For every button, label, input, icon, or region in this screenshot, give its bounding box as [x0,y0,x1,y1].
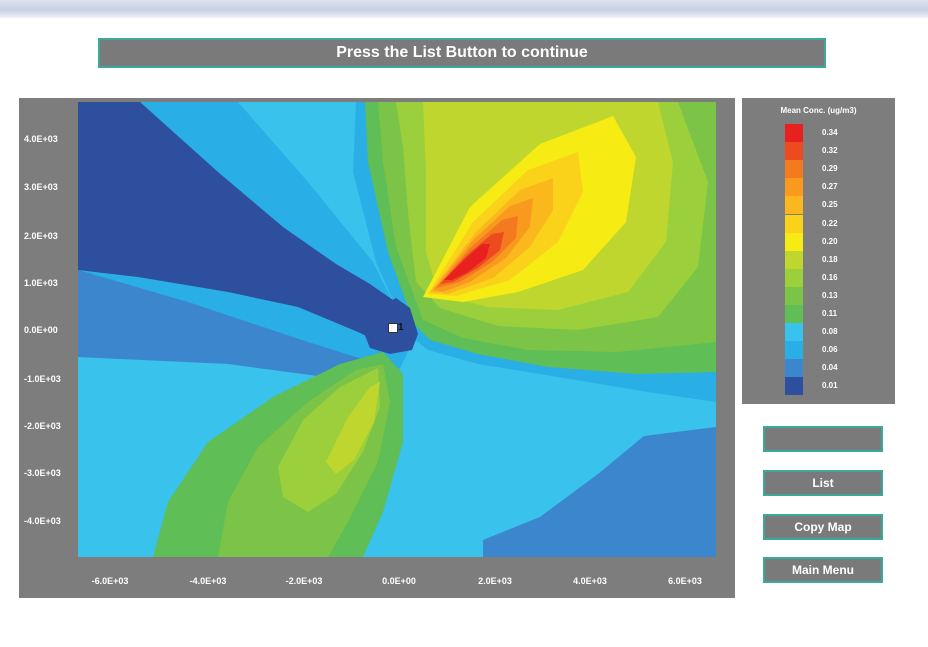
legend-row: 0.16 [785,268,885,287]
legend-row: 0.22 [785,214,885,233]
legend-row: 0.18 [785,250,885,269]
x-tick-label: 2.0E+03 [478,576,512,586]
legend-row: 0.25 [785,196,885,215]
y-tick-label: 0.0E+00 [24,325,58,335]
copy-map-button[interactable]: Copy Map [763,514,883,540]
x-tick-label: -6.0E+03 [91,576,129,586]
contour-band-0.18-sw [326,382,380,474]
legend-value: 0.25 [822,200,838,210]
legend-value: 0.11 [822,309,838,318]
contour-band-0.16-sw [278,368,380,512]
blank-button[interactable] [763,426,883,452]
legend-row: 0.20 [785,232,885,251]
list-button[interactable]: List [763,470,883,496]
source-marker-icon [388,323,398,333]
contour-band-0.34 [444,244,490,280]
x-tick-label: 0.0E+00 [382,576,416,586]
legend-row: 0.32 [785,142,885,161]
legend-swatch [785,305,803,323]
legend-row: 0.01 [785,377,885,396]
contour-band-0.01 [78,102,413,350]
source-label: 1 [398,322,404,333]
legend-row: 0.08 [785,323,885,342]
x-tick-label: 6.0E+03 [668,576,702,586]
legend-swatch [785,341,803,360]
legend-row: 0.34 [785,124,885,142]
y-tick-label: 1.0E+03 [24,278,58,288]
legend-swatch [785,178,803,197]
legend-value: 0.01 [822,381,838,391]
legend-swatch [785,286,803,305]
legend-row: 0.06 [785,341,885,360]
legend-swatch [785,124,803,142]
x-tick-label: 4.0E+03 [573,576,607,586]
instruction-banner: Press the List Button to continue [98,38,826,68]
legend-value: 0.18 [822,254,838,264]
legend-value: 0.22 [822,218,838,228]
legend-swatch [785,323,803,342]
x-tick-label: -4.0E+03 [189,576,227,586]
legend-swatch [785,268,803,287]
legend-value: 0.16 [822,272,838,282]
legend-value: 0.06 [822,345,838,355]
legend-title: Mean Conc. (ug/m3) [780,106,857,115]
y-tick-label: 4.0E+03 [24,134,58,144]
legend-swatch [785,196,803,215]
y-tick-label: -3.0E+03 [24,468,61,478]
legend-value: 0.34 [822,128,838,137]
legend-value: 0.32 [822,146,838,156]
main-menu-button[interactable]: Main Menu [763,557,883,583]
contour-band-0.04-lower-right [483,427,716,557]
legend-row: 0.13 [785,286,885,305]
contour-band-0.04-left [78,270,378,382]
legend-row: 0.04 [785,359,885,378]
y-tick-label: 2.0E+03 [24,231,58,241]
legend-value: 0.27 [822,182,838,192]
legend-row: 0.27 [785,178,885,197]
legend-swatch [785,214,803,233]
contour-map [78,102,716,557]
legend-swatch [785,160,803,179]
y-tick-label: -4.0E+03 [24,516,61,526]
legend-row: 0.29 [785,160,885,179]
y-tick-label: -1.0E+03 [24,374,61,384]
legend-panel: Mean Conc. (ug/m3) 0.34 0.32 0.29 0.27 0.25 0… [742,98,895,404]
y-tick-label: 3.0E+03 [24,182,58,192]
legend-value: 0.29 [822,164,838,174]
legend-value: 0.13 [822,290,838,300]
x-tick-label: -2.0E+03 [285,576,323,586]
legend-value: 0.08 [822,327,838,337]
legend-swatch [785,359,803,378]
legend-row: 0.11 [785,305,885,323]
legend-value: 0.04 [822,363,838,373]
legend-swatch [785,142,803,161]
legend-swatch [785,250,803,269]
window-top-strip [0,0,928,18]
legend-swatch [785,377,803,396]
legend-value: 0.20 [822,236,838,246]
legend-swatch [785,232,803,251]
y-tick-label: -2.0E+03 [24,421,61,431]
